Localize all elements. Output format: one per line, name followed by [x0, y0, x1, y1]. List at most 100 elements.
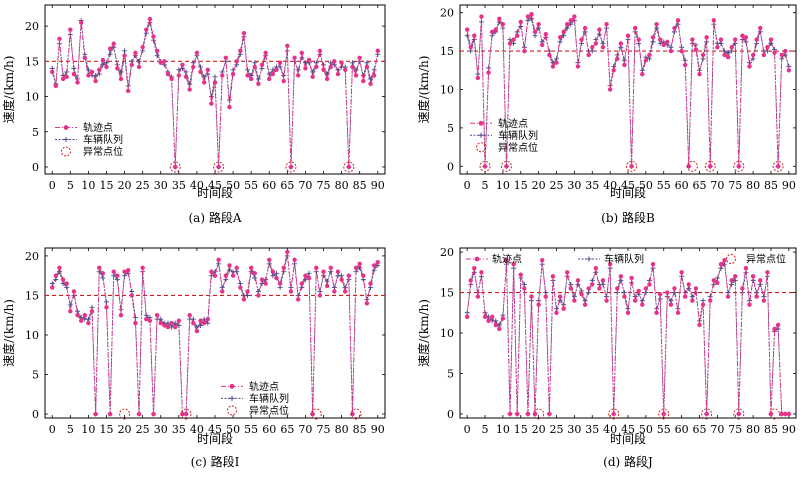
queue-point [85, 67, 91, 73]
trajectory-point [718, 261, 724, 267]
y-tick-label: 0 [32, 161, 39, 174]
legend-label: 车辆队列 [498, 129, 538, 142]
trajectory-point [328, 265, 333, 270]
anomaly-marker [343, 161, 355, 173]
x-tick-label: 25 [136, 423, 150, 436]
trajectory-point [668, 48, 674, 54]
queue-point [718, 265, 724, 271]
trajectory-point [772, 50, 777, 55]
queue-point [295, 67, 301, 73]
trajectory-point [238, 48, 243, 53]
trajectory-point [169, 76, 174, 82]
queue-point [328, 60, 334, 66]
trajectory-point [353, 265, 359, 270]
queue-point [154, 53, 160, 59]
trajectory-point [154, 313, 160, 318]
legend-plus-queue [63, 137, 69, 143]
legend-plus-queue [229, 395, 235, 401]
trajectory-point [86, 320, 91, 326]
queue-point [118, 69, 124, 75]
trajectory-point [647, 52, 652, 58]
trajectory-point [722, 257, 727, 263]
legend-symbol-anomaly [476, 142, 486, 153]
trajectory-point [758, 278, 763, 283]
trajectory-point [303, 66, 308, 71]
x-tick-label: 60 [675, 179, 689, 192]
trajectory-point [350, 64, 355, 70]
trajectory-point [205, 316, 210, 322]
trajectory-point [176, 73, 182, 78]
legend-label: 轨迹点 [498, 117, 528, 130]
trajectory-point [557, 35, 563, 40]
x-tick-label: 55 [244, 179, 258, 192]
trajectory-point [97, 67, 102, 72]
trajectory-point [270, 269, 276, 274]
trajectory-point [643, 58, 649, 63]
y-tick-label: 15 [440, 287, 454, 300]
trajectory-point [679, 270, 684, 275]
trajectory-point [464, 27, 470, 32]
trajectory-point [500, 316, 506, 321]
y-tick-label: 20 [440, 246, 454, 259]
trajectory-point [468, 45, 473, 50]
trajectory-point [158, 60, 163, 65]
trajectory-point [740, 33, 745, 38]
trajectory-point [636, 288, 641, 294]
trajectory-point [743, 266, 749, 271]
queue-point [306, 270, 312, 276]
trajectory-point [191, 64, 196, 70]
trajectory-point [89, 69, 95, 75]
trajectory-point [604, 22, 609, 27]
x-tick-label: 65 [280, 179, 294, 192]
trajectory-point [133, 320, 138, 326]
trajectory-point [60, 277, 66, 282]
x-tick-label: 70 [298, 179, 312, 192]
trajectory-point [568, 18, 574, 23]
trajectory-point [672, 286, 677, 291]
trajectory-point [482, 164, 488, 169]
trajectory-point [600, 278, 606, 283]
trajectory-point [277, 60, 283, 65]
trajectory-point [230, 273, 236, 278]
x-tick-label: 75 [728, 179, 742, 192]
trajectory-point [165, 71, 171, 77]
trajectory-point [657, 37, 663, 42]
x-tick-label: 80 [335, 179, 349, 192]
x-tick-label: 35 [585, 423, 599, 436]
trajectory-point [486, 70, 491, 75]
trajectory-point [518, 19, 523, 25]
trajectory-point [252, 64, 257, 70]
x-axis-label: 时间段 [610, 185, 646, 200]
legend-label: 轨迹点 [83, 121, 113, 134]
queue-point [299, 285, 305, 291]
trajectory-point [133, 50, 138, 56]
trajectory-point [60, 76, 66, 82]
trajectory-point [622, 62, 627, 68]
legend-label: 车辆队列 [249, 392, 289, 405]
trajectory-point [245, 289, 250, 294]
trajectory-point [212, 80, 218, 85]
anomaly-marker [608, 408, 620, 420]
queue-point [158, 316, 164, 322]
queue-point [682, 57, 688, 63]
trajectory-point [643, 286, 649, 291]
trajectory-point [561, 29, 566, 35]
trajectory-point [518, 272, 523, 277]
trajectory-point [82, 55, 87, 61]
queue-point [266, 261, 272, 267]
trajectory-point [640, 71, 645, 77]
y-axis-label: 速度/(km/h) [416, 299, 431, 367]
trajectory-point [625, 310, 631, 315]
trajectory-point [715, 280, 720, 286]
trajectory-point [565, 22, 570, 27]
y-axis-label: 速度/(km/h) [1, 299, 16, 367]
trajectory-point [223, 273, 229, 278]
trajectory-point [740, 286, 745, 291]
trajectory-point [529, 12, 534, 17]
queue-point [557, 39, 563, 45]
trajectory-point [761, 52, 767, 58]
x-axis-label: 时间段 [197, 431, 233, 446]
trajectory-point [489, 29, 495, 35]
trajectory-point [140, 45, 145, 50]
trajectory-point [118, 76, 124, 82]
